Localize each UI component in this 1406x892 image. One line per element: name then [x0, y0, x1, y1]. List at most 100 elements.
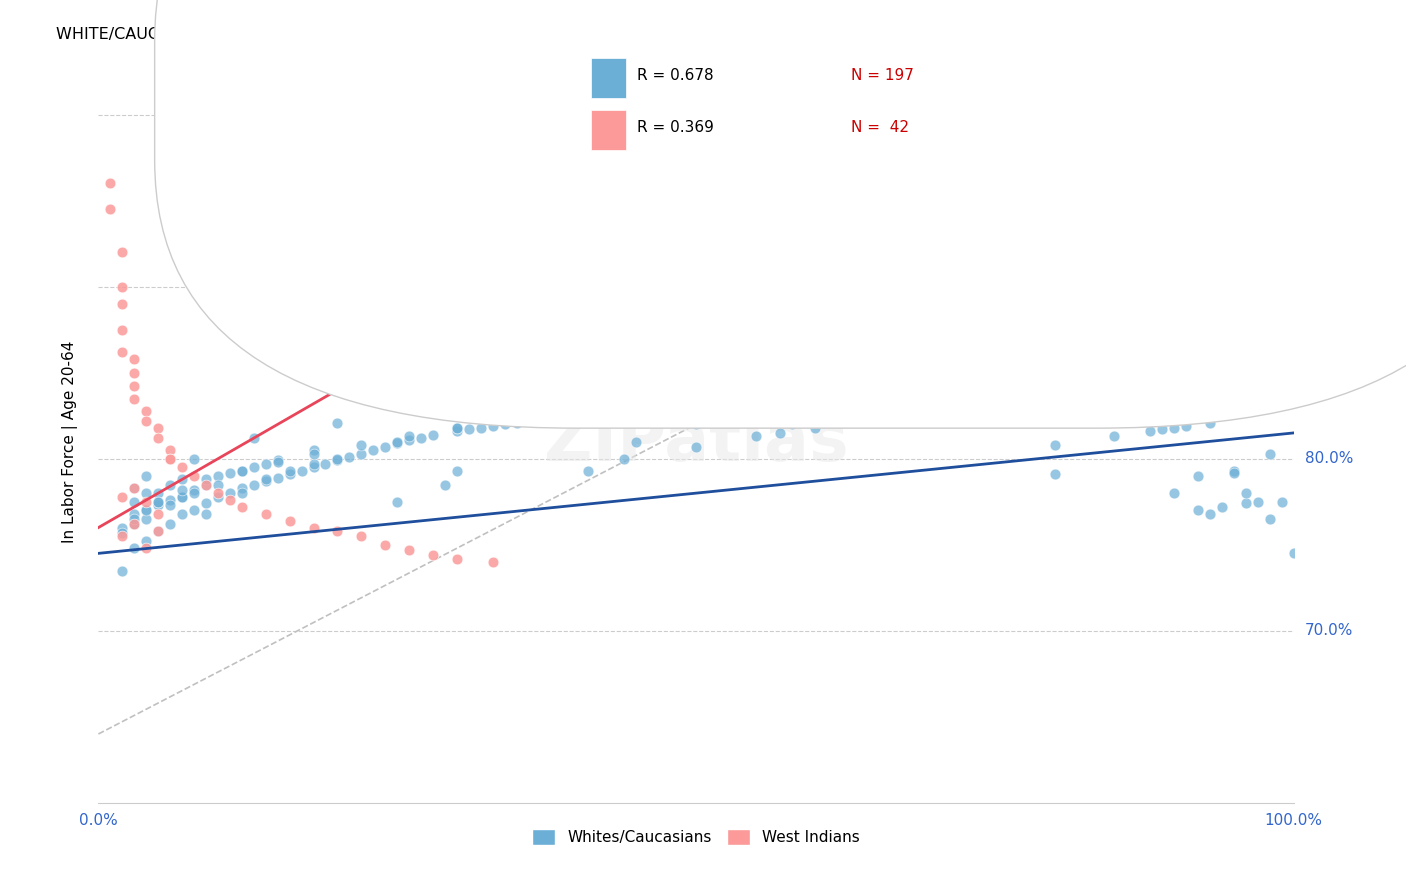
- Point: [207, 486, 229, 500]
- Point: [697, 384, 720, 399]
- Point: [924, 357, 946, 371]
- Point: [626, 390, 648, 404]
- Point: [195, 472, 218, 486]
- Point: [984, 343, 1007, 358]
- Point: [1043, 467, 1066, 482]
- Point: [1247, 495, 1270, 509]
- Point: [254, 457, 277, 471]
- Point: [135, 495, 157, 509]
- Point: [446, 464, 468, 478]
- Point: [350, 446, 373, 460]
- Point: [326, 416, 349, 430]
- Point: [458, 423, 481, 437]
- Point: [1056, 383, 1078, 397]
- Point: [183, 503, 205, 517]
- Point: [398, 429, 420, 443]
- Point: [159, 443, 181, 458]
- Point: [124, 541, 146, 556]
- Point: [302, 446, 325, 460]
- Point: [565, 399, 588, 413]
- Point: [159, 498, 181, 512]
- Point: [207, 477, 229, 491]
- Point: [278, 514, 301, 528]
- Point: [648, 393, 672, 408]
- Point: [1008, 392, 1031, 406]
- Point: [1152, 423, 1174, 437]
- Point: [1175, 419, 1198, 434]
- Point: [481, 419, 505, 434]
- Point: [1199, 507, 1222, 521]
- Point: [124, 351, 146, 366]
- Point: [1282, 546, 1305, 560]
- Point: [302, 520, 325, 534]
- Point: [745, 429, 768, 443]
- Point: [1139, 424, 1161, 438]
- Point: [124, 392, 146, 406]
- Point: [984, 345, 1007, 359]
- Text: 90.0%: 90.0%: [1305, 279, 1353, 294]
- Point: [841, 399, 863, 413]
- Point: [626, 397, 648, 411]
- Point: [124, 517, 146, 532]
- Point: [900, 355, 922, 369]
- Point: [219, 486, 242, 500]
- Point: [865, 412, 887, 426]
- Point: [1258, 512, 1281, 526]
- Point: [195, 507, 218, 521]
- Point: [565, 407, 588, 421]
- Point: [385, 434, 409, 449]
- Point: [804, 373, 827, 387]
- Point: [254, 472, 277, 486]
- Point: [135, 503, 157, 517]
- Point: [446, 421, 468, 435]
- Point: [219, 466, 242, 480]
- Point: [1258, 446, 1281, 460]
- Point: [124, 495, 146, 509]
- Point: [159, 517, 181, 532]
- Point: [889, 409, 911, 423]
- Point: [780, 417, 803, 432]
- Point: [1234, 486, 1257, 500]
- Point: [948, 349, 970, 363]
- Point: [422, 427, 444, 442]
- Point: [148, 524, 170, 538]
- Point: [924, 351, 946, 366]
- Point: [517, 414, 540, 428]
- Point: [135, 486, 157, 500]
- Point: [852, 362, 875, 376]
- Point: [1163, 421, 1185, 435]
- Point: [936, 351, 959, 365]
- Point: [207, 490, 229, 504]
- Point: [111, 323, 134, 337]
- Point: [865, 393, 887, 408]
- Point: [124, 517, 146, 532]
- Point: [350, 438, 373, 452]
- Point: [1104, 329, 1126, 343]
- Point: [315, 457, 337, 471]
- Point: [135, 469, 157, 483]
- Point: [960, 347, 983, 361]
- Point: [589, 403, 612, 417]
- Point: [111, 490, 134, 504]
- Point: [768, 425, 790, 440]
- Point: [972, 397, 994, 411]
- Point: [494, 417, 516, 432]
- Point: [231, 500, 253, 514]
- Point: [124, 379, 146, 393]
- Point: [148, 507, 170, 521]
- Point: [98, 177, 122, 191]
- Point: [1234, 496, 1257, 510]
- Point: [1223, 464, 1246, 478]
- Point: [506, 416, 529, 430]
- Text: 70.0%: 70.0%: [1305, 624, 1353, 639]
- Point: [1115, 376, 1137, 390]
- Point: [815, 409, 838, 423]
- Point: [243, 477, 266, 491]
- Point: [721, 381, 744, 395]
- Point: [1211, 500, 1233, 514]
- Point: [876, 359, 898, 373]
- Text: R = 0.369: R = 0.369: [637, 120, 714, 135]
- Point: [243, 431, 266, 445]
- Point: [326, 453, 349, 467]
- Point: [1163, 323, 1185, 337]
